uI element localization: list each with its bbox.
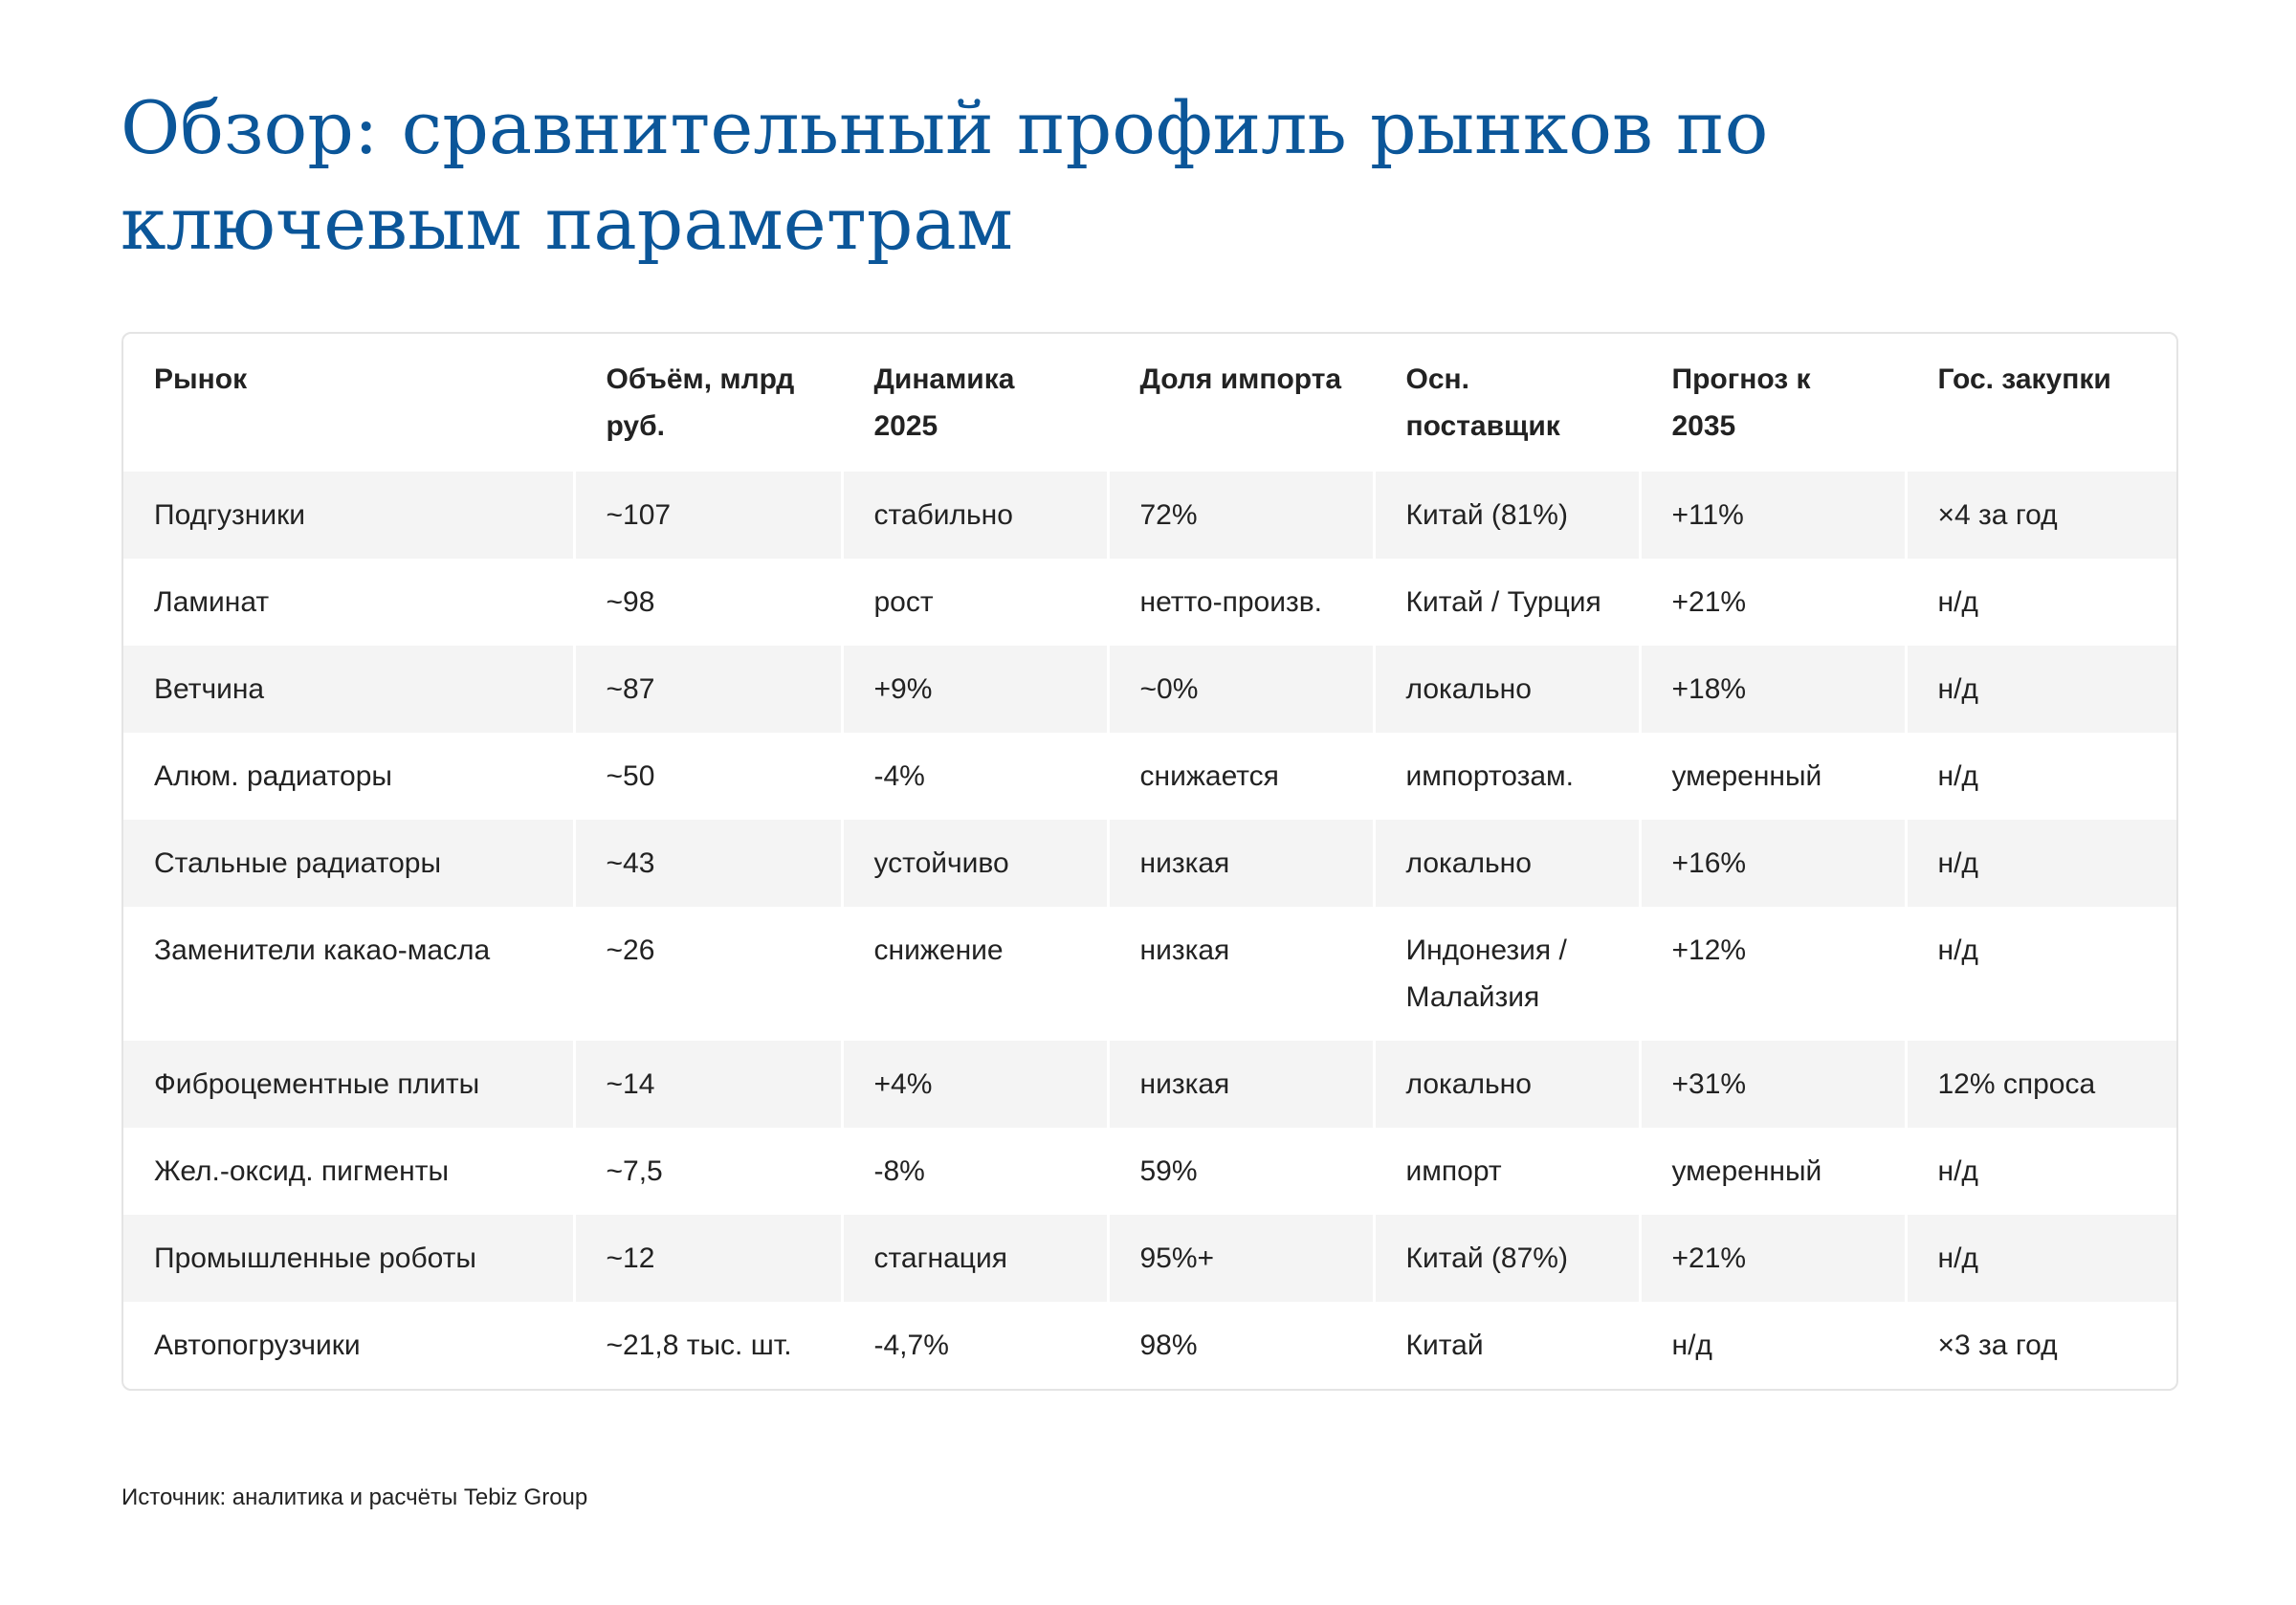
table-cell: стабильно xyxy=(840,472,1108,559)
table-cell: Заменители какао-масла xyxy=(154,934,491,966)
table-row: Заменители какао-масла ~26 снижение низкая И… xyxy=(123,907,2176,1041)
table-cell: Ламинат xyxy=(154,586,270,618)
table-cell: +21% xyxy=(1638,1215,1906,1302)
header-row: Рынок Объём, млрд руб. Динамика 2025 Доля и… xyxy=(123,334,2176,472)
header-cell: Динамика 2025 xyxy=(840,334,1108,472)
table-cell: 98% xyxy=(1106,1302,1374,1389)
header-cell: Доля импорта xyxy=(1106,334,1374,472)
table-cell: импортозам. xyxy=(1372,733,1640,820)
table-cell: ~87 xyxy=(572,646,842,733)
table-cell: н/д xyxy=(1904,907,2176,1041)
table-cell: Фиброцементные плиты xyxy=(123,1041,574,1128)
table-cell: ~26 xyxy=(572,907,842,1041)
table-cell: +11% xyxy=(1638,472,1906,559)
table-cell: импорт xyxy=(1372,1128,1640,1215)
table-cell: н/д xyxy=(1904,646,2176,733)
table-cell: +21% xyxy=(1638,559,1906,646)
table-cell: 59% xyxy=(1106,1128,1374,1215)
header-cell: Гос. закупки xyxy=(1904,334,2176,472)
table-cell: устойчиво xyxy=(840,820,1108,907)
table-cell: 12% спроса xyxy=(1904,1041,2176,1128)
table-row: Стальные радиаторы ~43 устойчиво низкая лока… xyxy=(123,820,2176,907)
table-cell: умеренный xyxy=(1638,1128,1906,1215)
table-cell: локально xyxy=(1372,820,1640,907)
table-row: Ветчина ~87 +9% ~0% локально +18% н/д xyxy=(123,646,2176,733)
table-cell: ~12 xyxy=(572,1215,842,1302)
header-cell: Прогноз к 2035 xyxy=(1638,334,1906,472)
table-row: Подгузники ~107 стабильно 72% Китай (81%) +11… xyxy=(123,472,2176,559)
table-cell: Промышленные роботы xyxy=(123,1215,574,1302)
table-cell: Стальные радиаторы xyxy=(123,820,574,907)
table-cell: н/д xyxy=(1904,733,2176,820)
header-cell: Объём, млрд руб. xyxy=(572,334,842,472)
table-cell: н/д xyxy=(1904,559,2176,646)
table-cell: +9% xyxy=(840,646,1108,733)
table-cell: +18% xyxy=(1638,646,1906,733)
table-cell: Китай (87%) xyxy=(1372,1215,1640,1302)
table-row: Промышленные роботы ~12 стагнация 95%+ Китай… xyxy=(123,1215,2176,1302)
table-cell: +12% xyxy=(1638,907,1906,1041)
table-cell: +31% xyxy=(1638,1041,1906,1128)
table-cell: снижение xyxy=(840,907,1108,1041)
table-row: Автопогрузчики ~21,8 тыс. шт. -4,7% 98% Кита… xyxy=(123,1302,2176,1389)
table-cell: -4,7% xyxy=(840,1302,1108,1389)
table-cell: Китай / Турция xyxy=(1372,559,1640,646)
table-cell: 95%+ xyxy=(1106,1215,1374,1302)
table-cell: Китай xyxy=(1372,1302,1640,1389)
table-row: Жел.-оксид. пигменты ~7,5 -8% 59% импорт умер… xyxy=(123,1128,2176,1215)
table-cell: локально xyxy=(1372,646,1640,733)
table-cell: локально xyxy=(1372,1041,1640,1128)
table-cell: нетто-произв. xyxy=(1106,559,1374,646)
table-cell: ×3 за год xyxy=(1904,1302,2176,1389)
table-row: Алюм. радиаторы ~50 -4% снижается импортозам… xyxy=(123,733,2176,820)
table-cell: стагнация xyxy=(840,1215,1108,1302)
table-cell: ×4 за год xyxy=(1904,472,2176,559)
table-cell: снижается xyxy=(1106,733,1374,820)
table-row: Фиброцементные плиты ~14 +4% низкая локально… xyxy=(123,1041,2176,1128)
table-row: Ламинат ~98 рост нетто-произв. Китай / Турци… xyxy=(123,559,2176,646)
table-cell: Жел.-оксид. пигменты xyxy=(154,1155,450,1187)
table-cell: низкая xyxy=(1106,1041,1374,1128)
header-cell: Рынок xyxy=(154,363,248,395)
table-cell: Автопогрузчики xyxy=(154,1330,361,1361)
table-cell: н/д xyxy=(1904,820,2176,907)
table-cell: умеренный xyxy=(1638,733,1906,820)
table-cell: Подгузники xyxy=(123,472,574,559)
table-cell: Китай (81%) xyxy=(1372,472,1640,559)
source-note: Источник: аналитика и расчёты Tebiz Grou… xyxy=(121,1484,588,1510)
table-cell: н/д xyxy=(1904,1215,2176,1302)
table-cell: 72% xyxy=(1106,472,1374,559)
table-body: Подгузники ~107 стабильно 72% Китай (81%) +11… xyxy=(123,472,2176,1389)
table-cell: ~50 xyxy=(572,733,842,820)
header-cell: Осн. поставщик xyxy=(1372,334,1640,472)
table-cell: н/д xyxy=(1638,1302,1906,1389)
table-cell: низкая xyxy=(1106,820,1374,907)
table-cell: н/д xyxy=(1904,1128,2176,1215)
table-cell: -8% xyxy=(840,1128,1108,1215)
table-cell: ~7,5 xyxy=(572,1128,842,1215)
table-cell: Алюм. радиаторы xyxy=(154,760,392,792)
table-cell: -4% xyxy=(840,733,1108,820)
table-cell: Индонезия / Малайзия xyxy=(1372,907,1640,1041)
table-cell: Ветчина xyxy=(123,646,574,733)
table-cell: ~21,8 тыс. шт. xyxy=(572,1302,842,1389)
table-cell: +4% xyxy=(840,1041,1108,1128)
table: Рынок Объём, млрд руб. Динамика 2025 Доля и… xyxy=(123,334,2176,1389)
table-cell: рост xyxy=(840,559,1108,646)
table-card: Рынок Объём, млрд руб. Динамика 2025 Доля и… xyxy=(121,332,2178,1391)
table-cell: ~107 xyxy=(572,472,842,559)
table-cell: ~98 xyxy=(572,559,842,646)
table-cell: низкая xyxy=(1106,907,1374,1041)
table-cell: +16% xyxy=(1638,820,1906,907)
table-cell: ~0% xyxy=(1106,646,1374,733)
table-cell: ~43 xyxy=(572,820,842,907)
title: Обзор: сравнительный профиль рынков по к… xyxy=(121,85,1769,266)
table-cell: ~14 xyxy=(572,1041,842,1128)
